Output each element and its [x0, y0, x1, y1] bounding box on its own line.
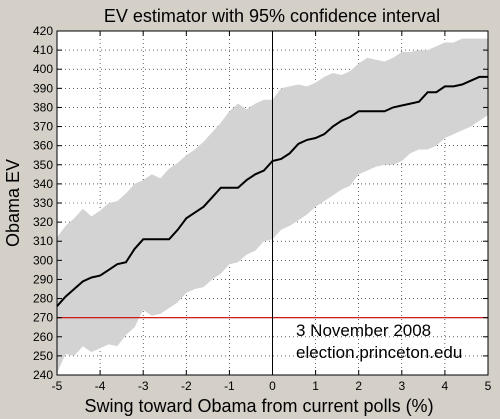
y-tick-label: 370	[33, 120, 53, 134]
x-tick-label: -1	[224, 379, 235, 393]
annotation-date: 3 November 2008	[296, 321, 431, 340]
y-tick-label: 240	[33, 368, 53, 382]
x-axis-ticks: -5 -4 -3 -2 -1 0 1 2 3 4 5	[52, 31, 492, 393]
y-tick-label: 380	[33, 100, 53, 114]
y-tick-label: 290	[33, 272, 53, 286]
x-axis-label: Swing toward Obama from current polls (%…	[84, 396, 433, 416]
y-axis-label: Obama EV	[3, 159, 23, 247]
y-tick-label: 350	[33, 158, 53, 172]
y-tick-label: 300	[33, 253, 53, 267]
y-axis-ticks: 240 250 260 270 280 290 300 310 320 330 340 350 360 3…	[33, 24, 488, 382]
x-tick-label: 0	[269, 379, 276, 393]
y-tick-label: 320	[33, 215, 53, 229]
x-tick-label: -3	[138, 379, 149, 393]
y-tick-label: 250	[33, 349, 53, 363]
x-tick-label: 5	[485, 379, 492, 393]
y-tick-label: 400	[33, 62, 53, 76]
y-tick-label: 270	[33, 311, 53, 325]
y-tick-label: 390	[33, 81, 53, 95]
x-tick-label: 2	[355, 379, 362, 393]
median-ev-line	[56, 75, 488, 307]
y-tick-label: 280	[33, 292, 53, 306]
x-tick-label: 1	[312, 379, 319, 393]
chart-title: EV estimator with 95% confidence interva…	[104, 6, 440, 26]
y-tick-label: 410	[33, 43, 53, 57]
y-tick-label: 330	[33, 196, 53, 210]
x-tick-label: -2	[181, 379, 192, 393]
x-tick-label: -4	[95, 379, 106, 393]
y-tick-label: 260	[33, 330, 53, 344]
x-tick-label: 3	[398, 379, 405, 393]
x-tick-label: 4	[442, 379, 449, 393]
y-tick-label: 420	[33, 24, 53, 38]
annotation-site: election.princeton.edu	[296, 343, 462, 362]
y-tick-label: 310	[33, 234, 53, 248]
y-tick-label: 340	[33, 177, 53, 191]
x-tick-label: -5	[52, 379, 63, 393]
y-tick-label: 360	[33, 139, 53, 153]
